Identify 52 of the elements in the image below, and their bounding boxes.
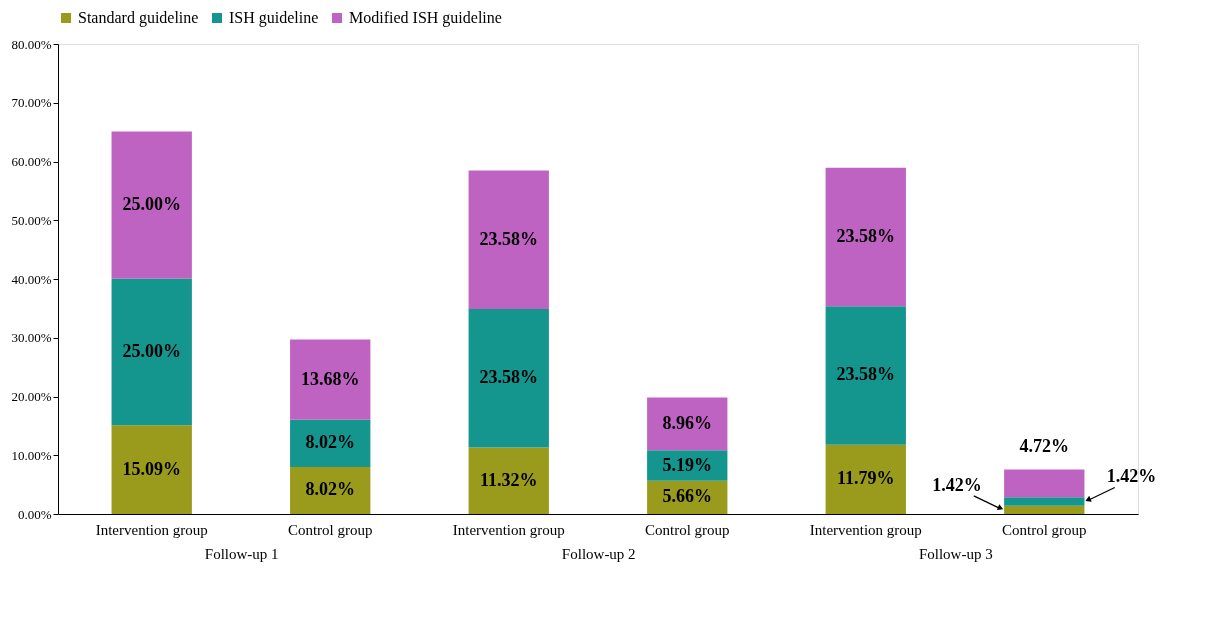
data-label: 5.66% <box>662 486 713 507</box>
data-label: 8.96% <box>662 412 713 433</box>
x-tick-label: Intervention group <box>809 521 922 538</box>
bar <box>111 425 192 514</box>
text: Follow-up 3 <box>918 546 993 562</box>
data-label: 11.79% <box>837 468 895 489</box>
data-label: 1.42% <box>932 474 982 495</box>
data-label: 11.32% <box>479 469 538 490</box>
bar <box>468 447 549 514</box>
data-label: 23.58% <box>479 367 538 388</box>
bar <box>111 131 192 279</box>
x-tick-label: Control group <box>1001 521 1087 538</box>
y-tick-label: 80.00% <box>11 36 52 52</box>
bar <box>825 306 906 445</box>
x-tick-label: Control group <box>644 521 730 538</box>
x-tick-label: Intervention group <box>452 521 565 538</box>
text: Follow-up 2 <box>561 546 636 562</box>
y-tick-label: 30.00% <box>11 330 52 346</box>
bar <box>290 339 371 420</box>
data-label: 25.00% <box>122 194 181 215</box>
bar <box>290 466 371 514</box>
legend-label: Modified ISH guideline <box>349 9 502 27</box>
x-tick-label: Control group <box>287 521 373 538</box>
data-label: 15.09% <box>122 458 181 479</box>
data-label: 23.58% <box>836 225 896 246</box>
data-label: 5.19% <box>662 454 713 475</box>
bar <box>468 170 549 309</box>
y-tick-label: 70.00% <box>11 95 52 111</box>
y-tick-label: 0.00% <box>17 506 52 522</box>
y-tick-label: 10.00% <box>11 447 52 463</box>
data-label: 1.42% <box>1106 466 1157 487</box>
data-label: 13.68% <box>300 368 360 389</box>
x-tick-label: Intervention group <box>95 521 208 538</box>
bar <box>290 419 371 467</box>
data-label: 8.02% <box>305 479 355 500</box>
data-label: 25.00% <box>122 340 181 361</box>
data-label: 8.02% <box>305 432 355 453</box>
bar <box>468 308 549 448</box>
legend-label: ISH guideline <box>229 9 319 27</box>
text: Follow-up 1 <box>204 546 279 562</box>
bar <box>111 278 192 426</box>
y-tick-label: 20.00% <box>11 389 52 404</box>
data-label: 23.58% <box>479 228 538 249</box>
legend-label: Standard guideline <box>78 9 199 27</box>
data-label: 23.58% <box>836 364 896 385</box>
bar <box>825 167 906 307</box>
bar <box>1004 469 1085 498</box>
y-tick-label: 60.00% <box>11 154 52 169</box>
y-tick-label: 50.00% <box>11 212 52 228</box>
data-label: 4.72% <box>1019 435 1070 456</box>
bar <box>825 444 906 514</box>
y-tick-label: 40.00% <box>11 271 52 287</box>
